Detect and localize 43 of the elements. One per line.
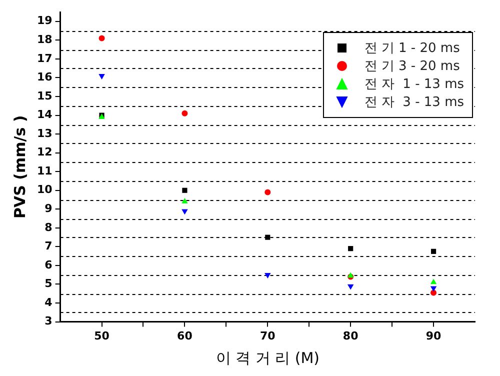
y-tick-label: 12 bbox=[36, 146, 52, 159]
point bbox=[265, 234, 270, 240]
point bbox=[430, 248, 436, 254]
point bbox=[264, 273, 271, 278]
y-tick-label: 7 bbox=[44, 240, 52, 253]
point bbox=[347, 284, 354, 290]
y-tick-label: 16 bbox=[36, 70, 53, 84]
y-tick-label: 17 bbox=[36, 52, 52, 65]
x-tick-label: 80 bbox=[342, 329, 359, 342]
point bbox=[98, 35, 105, 42]
x-tick-label: 60 bbox=[177, 329, 193, 342]
y-tick-label: 18 bbox=[36, 33, 52, 46]
x-tick-label: 50 bbox=[94, 329, 110, 342]
y-tick-label: 11 bbox=[36, 164, 52, 178]
y-axis-title: PVS (mm/s ) bbox=[10, 115, 29, 219]
legend-label: 전 기 3 - 20 ms bbox=[364, 58, 460, 75]
y-tick-label: 5 bbox=[44, 277, 52, 290]
y-tick-label: 4 bbox=[44, 296, 53, 309]
y-tick-label: 13 bbox=[36, 126, 52, 140]
x-tick-label: 70 bbox=[260, 329, 276, 342]
y-tick-label: 14 bbox=[36, 108, 53, 122]
point bbox=[182, 188, 188, 193]
legend-label: 전 기 1 - 20 ms bbox=[364, 40, 460, 57]
y-tick-label: 9 bbox=[44, 202, 52, 216]
y-tick-label: 3 bbox=[44, 314, 52, 328]
y-tick-label: 10 bbox=[36, 183, 53, 196]
y-tick-label: 15 bbox=[36, 89, 52, 102]
y-tick-label: 6 bbox=[44, 258, 53, 272]
point bbox=[98, 74, 105, 80]
point bbox=[430, 286, 437, 292]
y-tick-label: 19 bbox=[36, 14, 52, 28]
legend-label: 전 자 3 - 13 ms bbox=[364, 94, 464, 111]
x-tick-label: 90 bbox=[426, 329, 442, 342]
y-tick-label: 8 bbox=[44, 220, 52, 234]
point bbox=[430, 278, 437, 284]
point bbox=[182, 198, 188, 204]
point bbox=[182, 209, 188, 215]
x-axis-title: 이 격 거 리 (M) bbox=[216, 348, 320, 367]
legend-label: 전 자 1 - 13 ms bbox=[364, 76, 464, 93]
point bbox=[182, 110, 188, 116]
point bbox=[264, 189, 271, 196]
point bbox=[348, 246, 354, 252]
point bbox=[430, 290, 437, 296]
